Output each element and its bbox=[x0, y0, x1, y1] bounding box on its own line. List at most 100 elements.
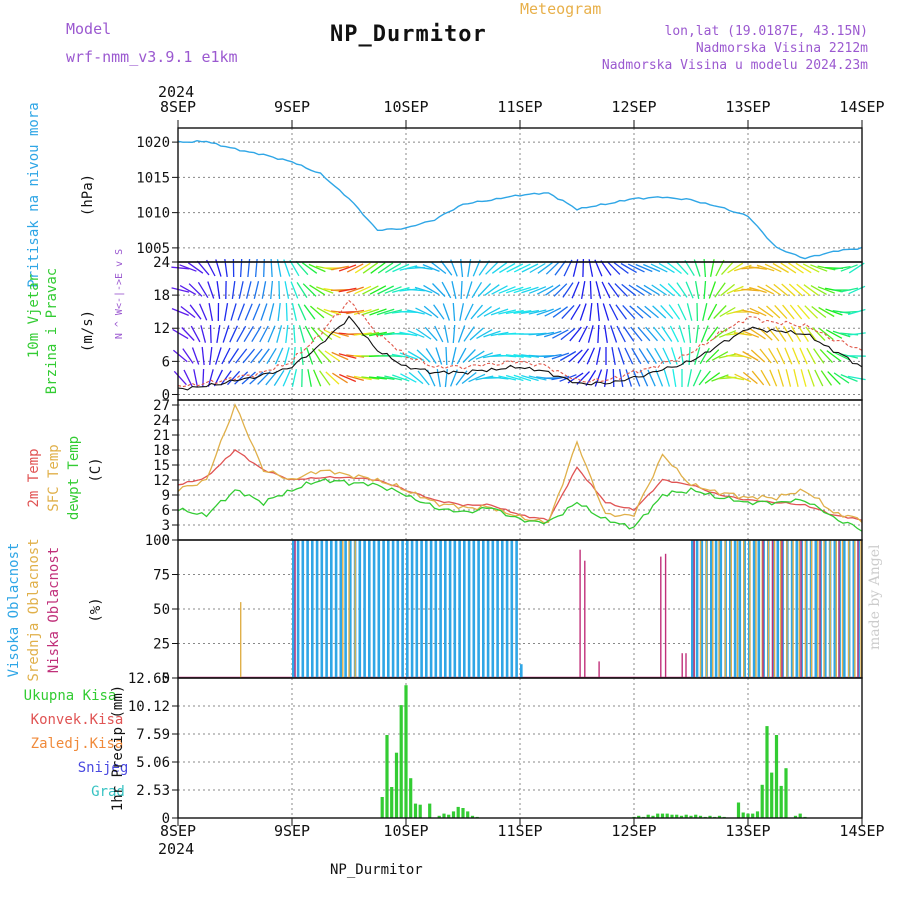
wind-barb bbox=[313, 369, 322, 387]
wind-barb bbox=[277, 303, 281, 321]
wind-barb bbox=[680, 347, 684, 365]
precip-bar bbox=[741, 812, 745, 818]
wind-barb bbox=[477, 283, 492, 297]
precip-ylabel: 1hr Precip (mm) bbox=[110, 685, 126, 811]
wind-barb bbox=[325, 371, 340, 385]
wind-barb bbox=[780, 262, 797, 274]
cloud-high-bar bbox=[425, 540, 428, 678]
cloud-mid-bar bbox=[749, 540, 751, 678]
wind-barb bbox=[384, 286, 402, 294]
wind-barb bbox=[485, 261, 499, 275]
wind-barb bbox=[810, 285, 827, 295]
wind-barb bbox=[611, 346, 616, 366]
precip-bar bbox=[646, 814, 650, 818]
wind-barb bbox=[545, 284, 561, 296]
cloud-high-bar bbox=[448, 540, 452, 678]
wind-barb bbox=[788, 262, 804, 274]
wind-barb bbox=[645, 326, 658, 342]
wind-barb bbox=[764, 263, 782, 273]
wind-barb bbox=[768, 347, 779, 365]
wind-barb bbox=[415, 307, 432, 317]
wind-barb bbox=[615, 304, 628, 320]
wind-barb bbox=[810, 264, 828, 272]
wind-barb bbox=[414, 266, 433, 270]
temp-ylabel-dewpt: dewpt Temp bbox=[66, 436, 82, 520]
model-name: wrf-nmm_v3.9.1 e1km bbox=[66, 48, 238, 66]
cloud-high-bar bbox=[363, 540, 366, 678]
wind-barb bbox=[440, 260, 453, 276]
model-label: Model bbox=[66, 20, 112, 38]
wind-barb bbox=[703, 280, 707, 300]
cloud-high-bar bbox=[420, 540, 423, 678]
cloud-high-bar bbox=[695, 540, 699, 678]
precip-bar bbox=[399, 705, 403, 818]
wind-barb bbox=[628, 284, 645, 296]
wind-barb bbox=[769, 369, 778, 387]
wind-barb bbox=[456, 347, 467, 365]
cloud-high-bar bbox=[852, 540, 856, 678]
precip-bar bbox=[774, 735, 779, 818]
y-tick-label: 2.53 bbox=[136, 783, 170, 799]
wind-barb bbox=[520, 309, 540, 315]
cloud-high-bar bbox=[719, 540, 723, 678]
pressure-line bbox=[177, 139, 863, 260]
wind-ylabel2: Brzina i Pravac bbox=[44, 268, 60, 394]
wind-barb bbox=[749, 286, 767, 294]
cloud-mid-bar bbox=[767, 540, 770, 678]
wind-barb bbox=[796, 283, 811, 297]
cloud-high-bar bbox=[406, 540, 409, 678]
precip-bar bbox=[679, 815, 684, 818]
x-tick-label-top: 11SEP bbox=[497, 98, 542, 116]
cloud-mid-bar bbox=[743, 540, 745, 678]
wind-barb bbox=[252, 303, 261, 321]
wind-barb bbox=[369, 285, 387, 295]
wind-barb bbox=[545, 261, 560, 275]
precip-bar bbox=[385, 735, 389, 818]
cloud-mid-bar bbox=[724, 540, 726, 678]
wind-barb bbox=[196, 260, 210, 276]
precip-legend-item: Konvek.Kisa bbox=[31, 712, 124, 728]
wind-barb bbox=[463, 326, 475, 342]
precip-bar bbox=[637, 815, 641, 818]
x-tick-label-bottom: 14SEP bbox=[839, 822, 884, 840]
wind-barb bbox=[273, 370, 285, 386]
wind-barb bbox=[180, 305, 196, 319]
wind-barb bbox=[376, 376, 395, 380]
wind-barb bbox=[688, 324, 692, 344]
wind-barb bbox=[484, 284, 500, 296]
wind-barb bbox=[802, 263, 820, 273]
cloud-high-bar bbox=[472, 540, 476, 678]
wind-barb bbox=[339, 373, 357, 383]
wind-barb bbox=[719, 306, 736, 318]
wind-barb bbox=[298, 325, 306, 343]
cloud-mid-bar bbox=[755, 540, 757, 678]
wind-barb bbox=[646, 348, 657, 364]
wind-barb bbox=[227, 370, 241, 386]
y-tick-label: 7.59 bbox=[136, 727, 170, 743]
wind-barb bbox=[805, 326, 818, 342]
cloud-mid-bar bbox=[736, 540, 739, 678]
cloud-high-bar bbox=[824, 540, 827, 678]
precip-bar bbox=[442, 813, 446, 818]
wind-barb bbox=[498, 286, 516, 294]
y-tick-label: 6 bbox=[162, 503, 170, 519]
wind-barb bbox=[505, 309, 524, 315]
wind-barb bbox=[193, 369, 199, 387]
cloud-high-bar bbox=[501, 540, 504, 678]
wind-barb bbox=[513, 374, 532, 382]
wind-barb bbox=[589, 303, 593, 321]
wind-barb bbox=[475, 352, 494, 360]
wind-barb bbox=[278, 280, 281, 300]
wind-barb bbox=[415, 328, 432, 340]
wind-barb bbox=[568, 349, 583, 363]
wind-barb bbox=[400, 373, 417, 383]
cloud-high-bar bbox=[292, 540, 295, 678]
wind-barb bbox=[630, 326, 643, 342]
cloud-low-bar bbox=[857, 540, 859, 678]
wind-barb bbox=[791, 347, 801, 365]
wind-barb bbox=[498, 375, 517, 381]
wind-barb bbox=[825, 308, 843, 316]
wind-barb bbox=[670, 347, 678, 365]
cloud-high-bar bbox=[372, 540, 376, 678]
cloud-low-bar bbox=[664, 553, 667, 678]
